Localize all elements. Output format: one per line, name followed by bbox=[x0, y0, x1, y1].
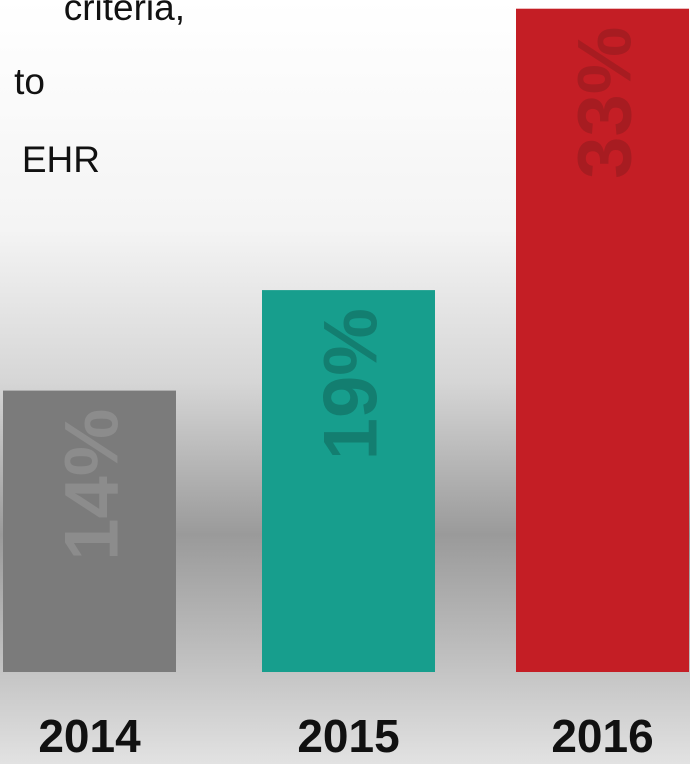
x-tick-label: 2016 bbox=[551, 710, 653, 762]
annotation: EHR bbox=[22, 139, 100, 180]
annotation: criteria, bbox=[64, 0, 185, 28]
value-label: 14% bbox=[50, 409, 135, 561]
chart: criteria, to EHR 14% 2014 19% 2015 33% 2016 bbox=[0, 0, 690, 764]
value-label: 19% bbox=[309, 308, 394, 460]
annotation: to bbox=[14, 61, 45, 102]
x-tick-label: 2014 bbox=[38, 710, 141, 762]
value-label: 33% bbox=[563, 27, 648, 179]
x-tick-label: 2015 bbox=[297, 710, 399, 762]
